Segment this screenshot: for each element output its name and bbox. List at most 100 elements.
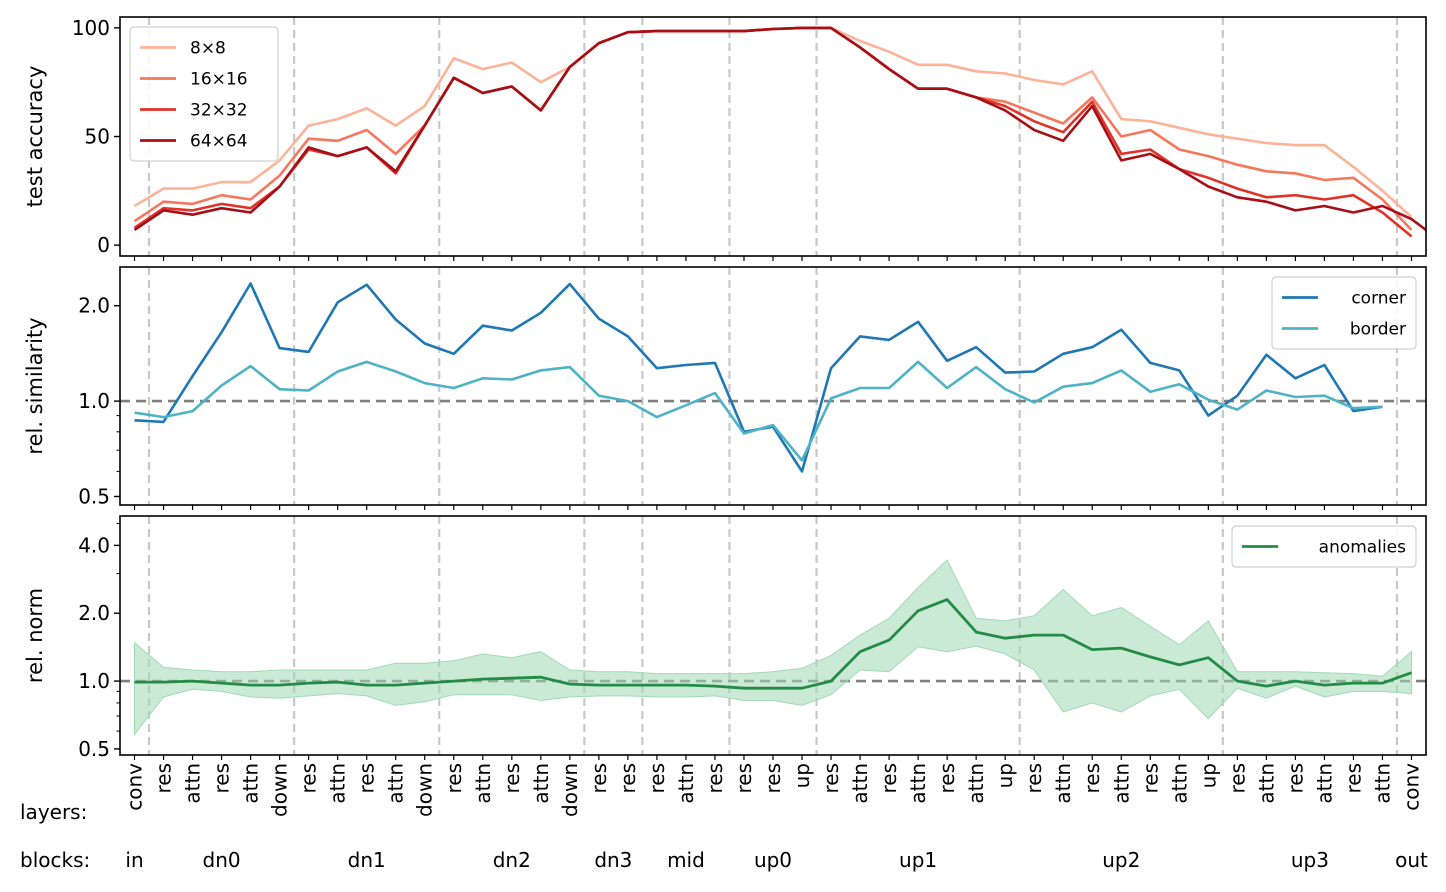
- legend-label: border: [1350, 320, 1406, 340]
- layer-label: attn: [1312, 763, 1336, 804]
- legend-box: [1271, 276, 1417, 350]
- legend-label: corner: [1351, 289, 1406, 309]
- block-label: up2: [1102, 848, 1140, 872]
- layers-axis-title: layers:: [20, 800, 87, 824]
- block-separators: [147, 17, 1399, 256]
- y-tick-label: 1.0: [78, 669, 110, 693]
- panel-rel-similarity: 0.5 1.0 2.0 rel. similarity corner border: [23, 266, 1427, 510]
- layer-label: res: [761, 763, 785, 794]
- layer-label: attn: [529, 763, 553, 804]
- layer-label: up: [993, 763, 1017, 788]
- panel-test-accuracy: 0 50 100 test accuracy 8×8 16×16 32×32 64×64: [23, 16, 1427, 261]
- block-label: up0: [754, 848, 792, 872]
- plot-area: [133, 26, 1426, 238]
- y-tick-label: 2.0: [78, 601, 110, 625]
- layer-label: res: [210, 763, 234, 794]
- layer-label: res: [355, 763, 379, 794]
- series-line: [134, 282, 1383, 473]
- layer-label: res: [152, 763, 176, 794]
- layer-label: res: [1022, 763, 1046, 794]
- layer-label: attn: [848, 763, 872, 804]
- layer-label: up: [1196, 763, 1220, 788]
- y-axis-label: rel. norm: [23, 588, 47, 683]
- y-axis: 0.5 1.0 2.0: [78, 294, 1413, 510]
- layer-label: res: [297, 763, 321, 794]
- y-tick-label: 100: [72, 16, 110, 40]
- y-tick-label: 1.0: [78, 389, 110, 413]
- layer-label: down: [413, 763, 437, 817]
- panel-frame: [119, 515, 1427, 756]
- series-line: [133, 26, 1413, 231]
- layer-label: res: [500, 763, 524, 794]
- block-label: dn2: [493, 848, 531, 872]
- legend-box: [1231, 525, 1417, 568]
- legend: anomalies: [1231, 525, 1417, 568]
- series-line: [134, 360, 1383, 462]
- layer-label: attn: [384, 763, 408, 804]
- legend-label: 64×64: [190, 132, 248, 152]
- layer-label: res: [1138, 763, 1162, 794]
- y-axis-label: test accuracy: [23, 66, 47, 208]
- layer-label: attn: [1051, 763, 1075, 804]
- block-label: dn0: [203, 848, 241, 872]
- layer-label: down: [268, 763, 292, 817]
- y-tick-label: 0.5: [78, 484, 110, 508]
- y-axis: 0.5 1.0 2.0 4.0: [78, 523, 1413, 761]
- legend-label: 32×32: [190, 101, 248, 121]
- series-line: [133, 26, 1426, 232]
- layer-label: res: [1080, 763, 1104, 794]
- block-label: dn3: [594, 848, 632, 872]
- block-label: up3: [1291, 848, 1329, 872]
- anomalies-band: [134, 559, 1412, 736]
- block-label: mid: [667, 848, 705, 872]
- layer-label: res: [442, 763, 466, 794]
- block-label: up1: [899, 848, 937, 872]
- series-line: [133, 26, 1413, 218]
- y-tick-label: 4.0: [78, 533, 110, 557]
- layer-label: up: [790, 763, 814, 788]
- layer-label: res: [587, 763, 611, 794]
- series-line-anomalies: [134, 598, 1412, 690]
- layer-label: attn: [1371, 763, 1395, 804]
- series-line: [133, 26, 1413, 238]
- layer-label: attn: [1254, 763, 1278, 804]
- block-label: dn1: [348, 848, 386, 872]
- layer-label: res: [616, 763, 640, 794]
- layer-label: attn: [1167, 763, 1191, 804]
- legend: 8×8 16×16 32×32 64×64: [129, 26, 279, 162]
- blocks-axis-title: blocks:: [20, 848, 90, 872]
- y-axis-label: rel. similarity: [23, 317, 47, 454]
- legend-box: [129, 26, 279, 162]
- block-label: out: [1395, 848, 1428, 872]
- y-tick-label: 0: [97, 233, 110, 257]
- layer-label: res: [1225, 763, 1249, 794]
- block-label: in: [125, 848, 143, 872]
- layer-label: attn: [1109, 763, 1133, 804]
- layer-label: res: [732, 763, 756, 794]
- legend: corner border: [1271, 276, 1417, 350]
- y-tick-label: 2.0: [78, 294, 110, 318]
- layer-label: res: [819, 763, 843, 794]
- legend-label: anomalies: [1319, 538, 1406, 558]
- layer-label: res: [1283, 763, 1307, 794]
- layer-label: conv: [1400, 763, 1424, 811]
- layer-label: attn: [906, 763, 930, 804]
- legend-label: 8×8: [190, 39, 226, 59]
- x-axis: conv res attn res attn down res attn res attn down…: [123, 763, 1429, 872]
- layer-label: attn: [181, 763, 205, 804]
- panel-rel-norm: 0.5 1.0 2.0 4.0 rel. norm anomalies: [23, 515, 1427, 761]
- layer-label: attn: [239, 763, 263, 804]
- layer-label: res: [1341, 763, 1365, 794]
- y-tick-label: 50: [85, 125, 110, 149]
- y-axis: 0 50 100: [72, 16, 1413, 261]
- y-tick-label: 0.5: [78, 737, 110, 761]
- layer-label: attn: [674, 763, 698, 804]
- layer-label: res: [703, 763, 727, 794]
- layer-label: attn: [471, 763, 495, 804]
- layer-label: attn: [964, 763, 988, 804]
- layer-label: res: [645, 763, 669, 794]
- layer-label: res: [935, 763, 959, 794]
- layer-label: attn: [326, 763, 350, 804]
- layer-label: res: [877, 763, 901, 794]
